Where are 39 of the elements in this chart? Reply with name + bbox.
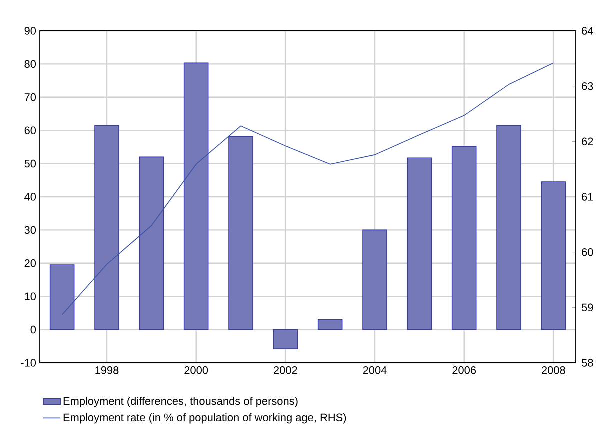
y-tick-label: 0 (30, 326, 36, 334)
y-tick-label: 80 (24, 60, 36, 68)
x-tick-label: 2004 (363, 366, 387, 374)
y2-tick-label: 62 (582, 138, 594, 146)
bar (94, 125, 120, 330)
y2-tick-label: 63 (582, 82, 594, 90)
legend-label: Employment (differences, thousands of persons) (64, 397, 298, 408)
bar (228, 136, 254, 330)
y2-tick-label: 61 (582, 193, 594, 201)
bar (452, 146, 477, 330)
y-tick-label: 70 (24, 94, 36, 102)
y-tick-label: 40 (24, 193, 36, 201)
y-tick-label: 10 (25, 292, 36, 300)
bar (50, 264, 75, 330)
y-tick-label: 30 (24, 226, 36, 234)
bar (541, 182, 566, 330)
y-tick-label: 20 (24, 260, 36, 268)
bar (362, 230, 388, 330)
x-tick-label: 1998 (96, 366, 119, 374)
bar (273, 329, 298, 350)
y-tick-label: 90 (24, 27, 36, 35)
y2-tick-label: 64 (582, 27, 594, 35)
x-tick-label: 2000 (184, 366, 208, 374)
x-tick-label: 2008 (542, 366, 566, 374)
bar (318, 319, 343, 330)
bar (139, 156, 164, 330)
bar (496, 125, 522, 330)
legend-label: Employment rate (in % of population of working age, RHS) (64, 413, 346, 424)
y-tick-label: -10 (21, 359, 36, 367)
y2-tick-label: 59 (582, 304, 594, 312)
x-tick-label: 2006 (452, 366, 476, 374)
line-series (62, 62, 554, 316)
bar (184, 62, 209, 330)
y2-tick-label: 58 (582, 359, 594, 367)
y-tick-label: 50 (24, 160, 36, 168)
y2-tick-label: 60 (582, 248, 594, 256)
bar (407, 158, 432, 330)
y-tick-label: 60 (24, 126, 36, 134)
x-tick-label: 2002 (274, 366, 298, 374)
